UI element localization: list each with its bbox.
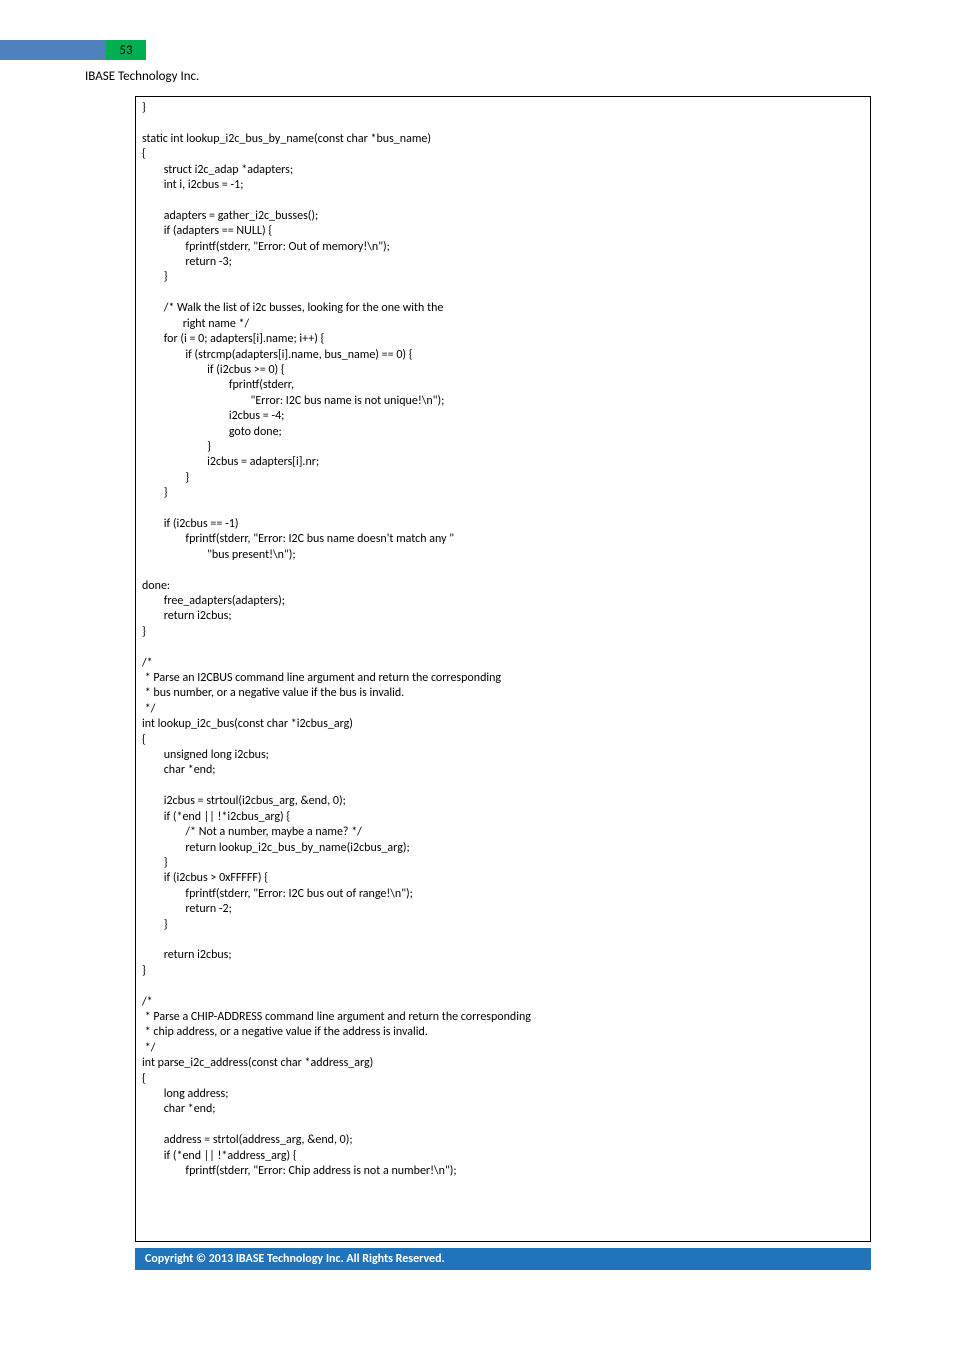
page-number-badge: 53 — [106, 40, 146, 60]
page: 53 IBASE Technology Inc. } static int lo… — [0, 0, 954, 1350]
header-accent-bar: 53 — [0, 40, 146, 60]
footer-bar: Copyright © 2013 IBASE Technology Inc. A… — [135, 1248, 871, 1270]
footer-text: Copyright © 2013 IBASE Technology Inc. A… — [145, 1252, 445, 1266]
page-number: 53 — [119, 43, 132, 58]
code-listing: } static int lookup_i2c_bus_by_name(cons… — [142, 101, 864, 1179]
code-frame: } static int lookup_i2c_bus_by_name(cons… — [135, 96, 871, 1242]
company-name: IBASE Technology Inc. — [85, 69, 199, 84]
